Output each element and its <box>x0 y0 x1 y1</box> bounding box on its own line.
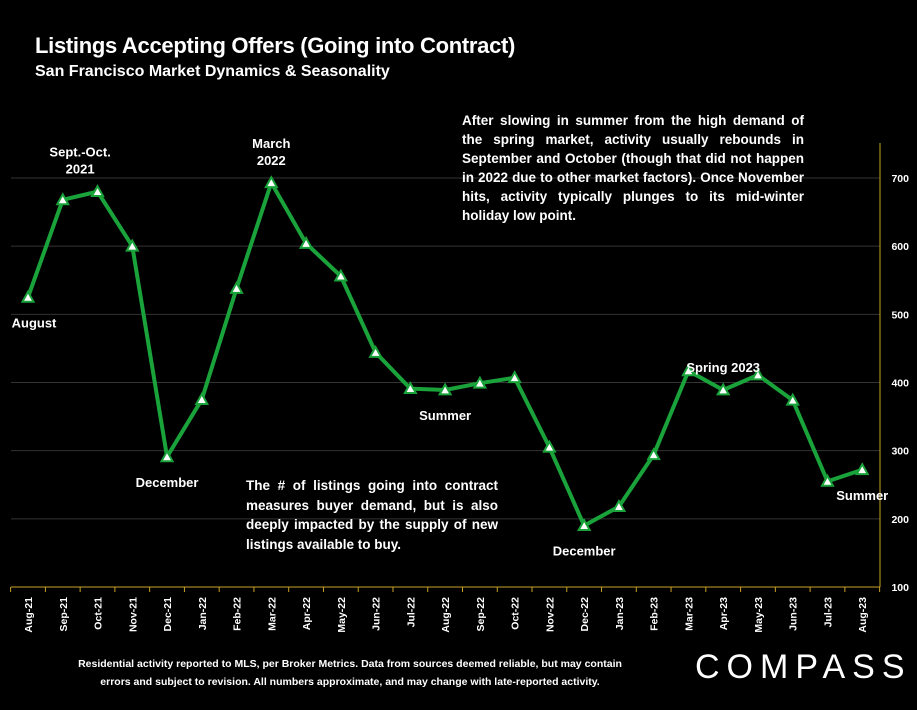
x-tick-label: Jan-22 <box>197 597 209 630</box>
point-annotation: August <box>12 315 57 330</box>
data-point-marker <box>403 381 418 395</box>
x-tick-label: Oct-22 <box>510 597 522 630</box>
x-tick-label: Mar-22 <box>266 597 278 631</box>
data-point-marker <box>264 175 279 189</box>
data-point-marker <box>855 462 870 476</box>
point-annotation: 2021 <box>66 162 95 177</box>
data-point-marker <box>125 238 140 252</box>
x-tick-label: May-22 <box>336 597 348 633</box>
data-point-marker <box>820 473 835 487</box>
data-point-marker <box>507 370 522 384</box>
annotation-note-demand: The # of listings going into contract me… <box>246 478 498 552</box>
data-point-marker <box>750 367 766 381</box>
x-tick-label: Aug-23 <box>857 597 869 633</box>
x-tick-label: Feb-23 <box>649 597 661 631</box>
point-annotation: Summer <box>836 488 888 503</box>
chart-subtitle: San Francisco Market Dynamics & Seasonal… <box>35 63 390 80</box>
y-tick-label: 400 <box>891 378 909 390</box>
y-tick-label: 700 <box>891 173 909 185</box>
footer-line-1: Residential activity reported to MLS, pe… <box>78 658 622 670</box>
x-tick-label: Jun-23 <box>788 597 800 631</box>
data-point-marker <box>90 184 105 198</box>
x-tick-label: Jun-22 <box>371 597 383 631</box>
x-tick-label: Jul-22 <box>405 597 417 628</box>
point-annotation: December <box>136 475 199 490</box>
y-tick-label: 300 <box>891 446 909 458</box>
data-point-marker <box>159 449 175 463</box>
x-tick-label: Sep-21 <box>58 597 70 632</box>
data-point-marker <box>368 344 383 358</box>
footer-disclaimer: Residential activity reported to MLS, pe… <box>30 655 670 691</box>
y-tick-label: 200 <box>891 514 909 526</box>
x-tick-label: Nov-22 <box>544 597 556 632</box>
data-point-marker <box>298 235 314 249</box>
x-tick-label: Oct-21 <box>93 597 105 630</box>
data-point-marker <box>611 499 627 512</box>
x-tick-label: Dec-21 <box>162 597 174 632</box>
y-tick-label: 600 <box>891 241 909 253</box>
data-point-marker <box>681 363 696 377</box>
point-annotation: Sept.-Oct. <box>49 145 110 160</box>
footer-line-2: errors and subject to revision. All numb… <box>100 676 600 688</box>
data-point-marker <box>437 382 453 396</box>
y-tick-label: 100 <box>891 582 909 594</box>
point-annotation: 2022 <box>257 153 286 168</box>
x-tick-label: Mar-23 <box>683 597 695 631</box>
point-annotation: Spring 2023 <box>686 360 760 375</box>
data-point-marker <box>194 391 209 405</box>
x-tick-label: Jan-23 <box>614 597 626 630</box>
point-annotation: Summer <box>419 408 471 423</box>
x-tick-label: Nov-21 <box>127 597 139 632</box>
data-point-marker <box>472 375 488 389</box>
x-tick-label: Aug-21 <box>23 597 35 633</box>
x-tick-label: Dec-22 <box>579 597 591 632</box>
data-point-marker <box>20 289 36 303</box>
compass-logo: COMPASS <box>695 648 912 686</box>
x-tick-label: Jul-23 <box>822 597 834 628</box>
data-point-marker <box>576 518 592 532</box>
data-point-marker <box>785 392 800 406</box>
y-tick-label: 500 <box>891 309 909 321</box>
x-tick-label: Apr-23 <box>718 597 730 630</box>
annotation-note-seasonality: After slowing in summer from the high de… <box>462 113 804 223</box>
data-point-marker <box>229 280 244 294</box>
point-annotation: March <box>252 136 290 151</box>
point-annotation: December <box>553 544 616 559</box>
x-tick-label: Sep-22 <box>475 597 487 632</box>
chart-title: Listings Accepting Offers (Going into Co… <box>35 33 516 58</box>
data-point-marker <box>716 382 731 396</box>
x-tick-label: Feb-22 <box>232 597 244 631</box>
x-tick-label: Apr-22 <box>301 597 313 630</box>
data-point-marker <box>55 192 70 206</box>
data-point-marker <box>542 439 557 453</box>
data-point-marker <box>333 268 349 282</box>
data-point-marker <box>646 447 661 461</box>
x-tick-label: May-23 <box>753 597 765 633</box>
x-tick-label: Aug-22 <box>440 597 452 633</box>
